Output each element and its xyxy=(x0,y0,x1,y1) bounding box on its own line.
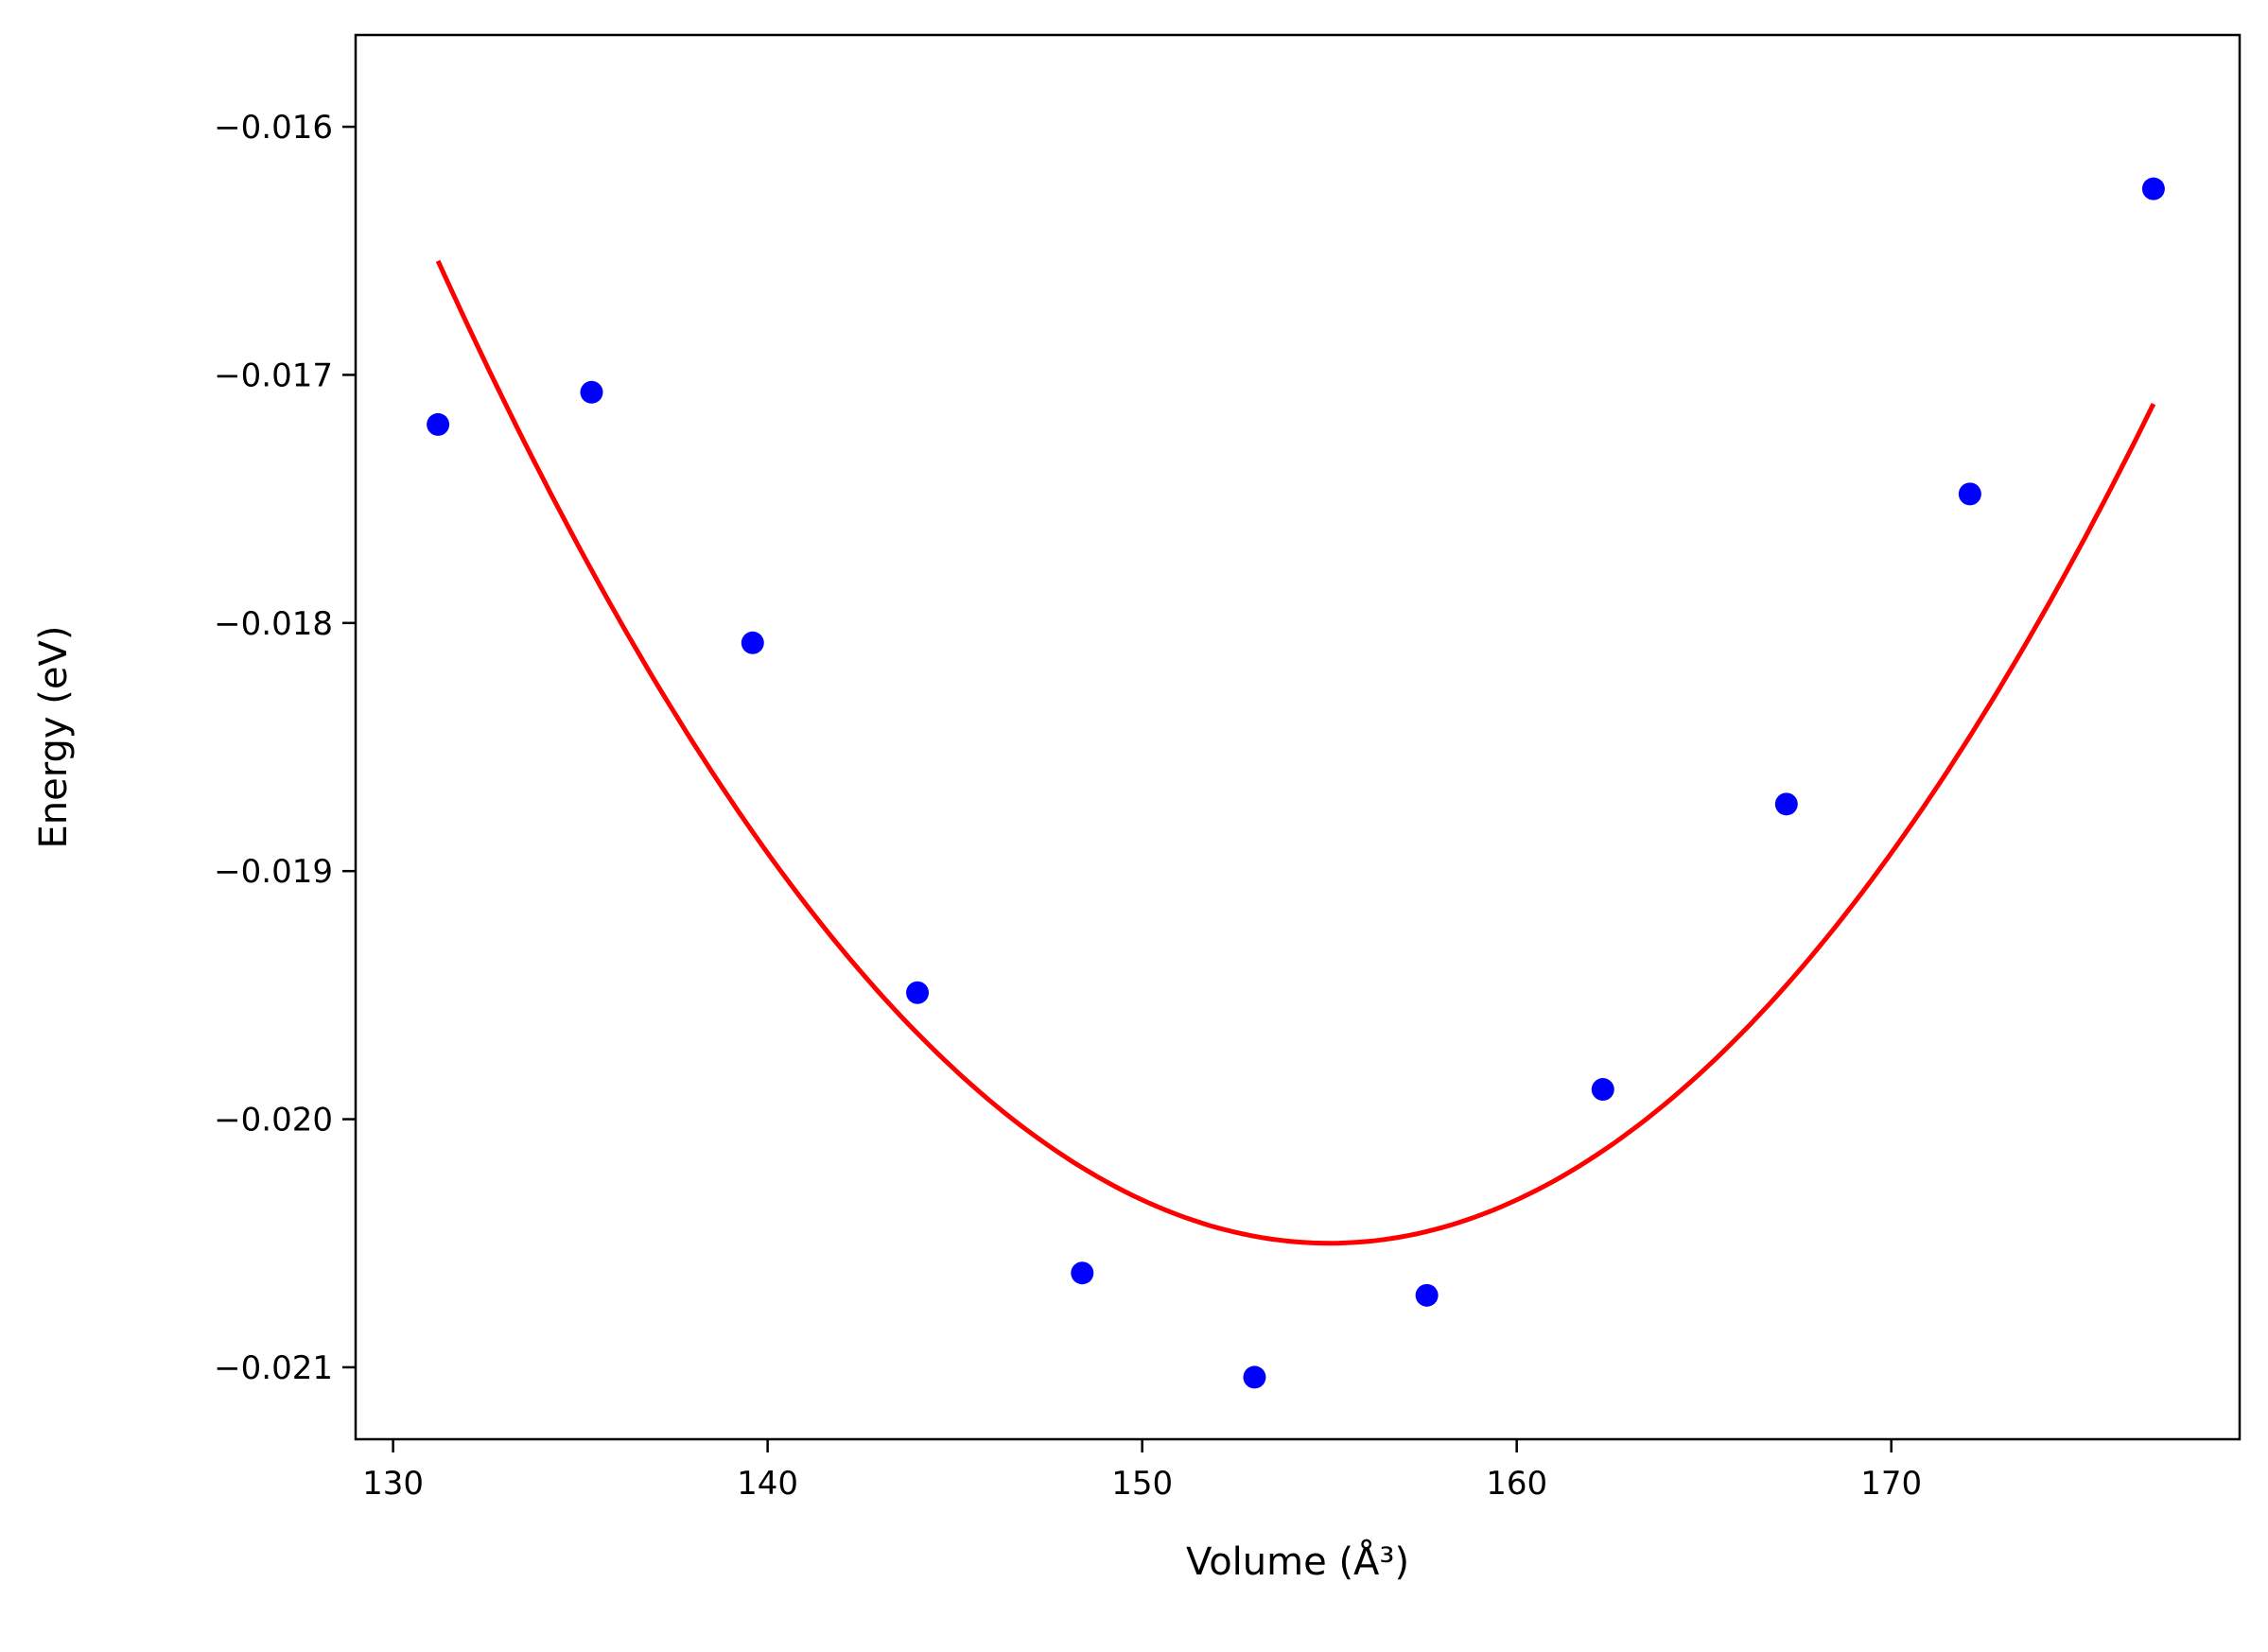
x-axis-ticks: 130 140 150 160 170 xyxy=(362,1439,1922,1503)
data-point xyxy=(741,631,764,654)
data-point xyxy=(906,981,930,1004)
data-point xyxy=(1071,1261,1094,1285)
data-point xyxy=(2141,177,2165,200)
x-tick-label: 170 xyxy=(1860,1465,1922,1503)
y-tick-label: −0.016 xyxy=(214,109,333,147)
data-points-layer xyxy=(427,177,2165,1389)
data-point xyxy=(580,380,603,404)
data-point xyxy=(1774,792,1798,816)
x-tick-label: 140 xyxy=(737,1465,798,1503)
x-tick-label: 130 xyxy=(362,1465,424,1503)
data-point xyxy=(1415,1283,1439,1307)
x-tick-label: 150 xyxy=(1111,1465,1173,1503)
y-tick-label: −0.018 xyxy=(214,605,333,643)
y-tick-label: −0.021 xyxy=(214,1349,333,1387)
fit-curve-layer xyxy=(435,259,2156,1246)
data-point xyxy=(1591,1078,1614,1102)
y-tick-label: −0.017 xyxy=(214,356,333,394)
x-axis-label: Volume (Å³) xyxy=(1186,1539,1409,1584)
fit-curve xyxy=(435,259,2156,1246)
y-tick-label: −0.019 xyxy=(214,853,333,891)
y-tick-label: −0.020 xyxy=(214,1102,333,1139)
y-axis-label: Energy (eV) xyxy=(32,626,76,849)
y-axis-ticks: −0.016 −0.017 −0.018 −0.019 −0.020 −0.021 xyxy=(214,109,356,1387)
plot-frame xyxy=(354,33,2242,1441)
data-point xyxy=(1243,1365,1266,1389)
data-point xyxy=(1958,482,1981,506)
x-tick-label: 160 xyxy=(1486,1465,1547,1503)
data-point xyxy=(427,412,450,436)
